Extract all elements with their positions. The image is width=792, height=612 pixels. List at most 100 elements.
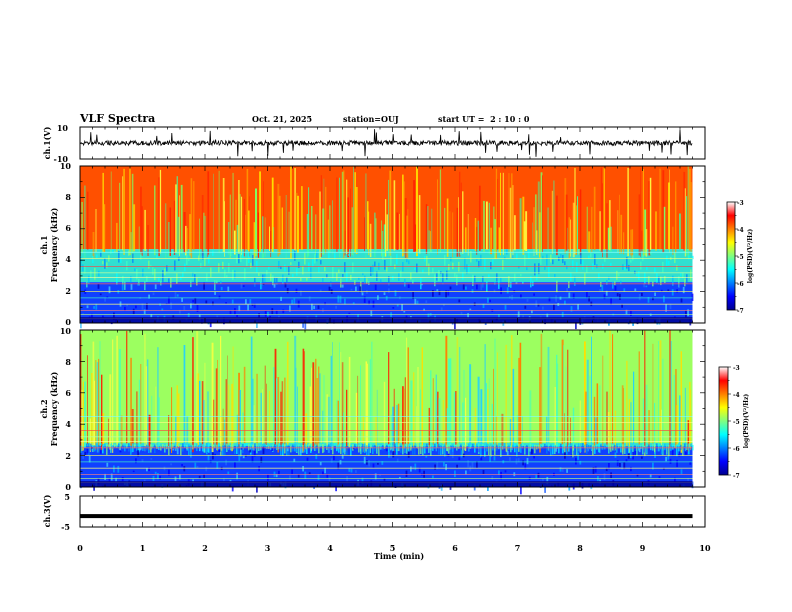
spec2-streak: [315, 358, 317, 445]
spec1-streak: [189, 214, 192, 256]
spec2-mid-texture: [214, 445, 216, 449]
spec2-streak: [494, 338, 496, 452]
spec2-streak: [297, 386, 298, 444]
spec1-low-texture: [449, 286, 452, 290]
spec1-mid-texture: [290, 262, 292, 265]
spec1-streak: [277, 183, 280, 257]
spec1-mid-texture: [132, 253, 134, 263]
spec1-mid-texture: [182, 271, 184, 277]
spec2-mid-texture: [488, 446, 490, 455]
spec2-mid-texture: [532, 444, 534, 450]
spec2-mid-texture: [516, 444, 518, 457]
spec2-low-texture: [544, 486, 546, 493]
spec2-low-texture: [110, 473, 113, 481]
spec2-low-texture: [366, 460, 368, 465]
spec2-low-texture: [484, 448, 487, 452]
spec2-mid-texture: [422, 445, 424, 456]
spec1-streak: [672, 226, 674, 255]
spec1-low-texture: [245, 299, 247, 305]
spec1-streak: [606, 203, 608, 258]
spec1-streak: [239, 194, 241, 257]
spec2-low-texture: [641, 456, 643, 459]
spec1-low-texture: [570, 306, 573, 312]
spec2-low-texture: [638, 448, 641, 453]
spec2-mid-texture: [524, 445, 526, 455]
spec1-mid-texture: [464, 257, 466, 270]
spec1-mid-texture: [692, 255, 694, 260]
spec2-mid-texture: [630, 446, 632, 458]
spec2-mid-texture: [596, 444, 598, 450]
spec2-mid-texture: [314, 445, 316, 451]
spec1-mid-texture: [112, 249, 114, 254]
spec1-mid-texture: [320, 260, 322, 265]
xtick-2: 2: [202, 543, 208, 553]
spec1-low-texture: [238, 305, 241, 312]
spec2-mid-texture: [336, 445, 338, 452]
spec2-streak: [343, 412, 344, 453]
spec1-mid-texture: [362, 272, 364, 276]
spec1-streak: [159, 169, 162, 254]
spec1-mid-texture: [672, 275, 674, 286]
ch1-cb-tick-m7: -7: [737, 308, 744, 315]
spec1-mid-texture: [230, 251, 232, 256]
ch1-frequency-ylabel: Frequency (kHz): [49, 207, 59, 282]
spec2-streak: [453, 392, 456, 447]
spec1-streak: [336, 177, 338, 252]
spec1-streak: [207, 171, 210, 257]
ch1-waveform-panel: 10 -10 ch.1(V): [42, 123, 706, 164]
spec2-mid-texture: [666, 445, 668, 455]
spec2-streak: [346, 389, 348, 451]
spec2-mid-texture: [392, 443, 394, 446]
spec1-streak: [428, 230, 430, 256]
spec2-low-texture: [487, 485, 489, 491]
spec1-mid-texture: [488, 274, 490, 278]
spec2-mid-texture: [690, 443, 692, 447]
spec2-mid-texture: [526, 445, 528, 448]
spec1-low-texture: [423, 308, 425, 311]
spec1-low-texture: [638, 294, 641, 301]
spec1-low-texture: [432, 290, 434, 297]
spec2-streak: [680, 351, 682, 453]
spec2-low-texture: [447, 453, 450, 457]
spec1-mid-texture: [258, 273, 260, 276]
spec1-streak: [644, 209, 647, 256]
spec2-streak: [145, 366, 148, 448]
spec1-streak: [357, 225, 358, 254]
spec1-streak: [295, 192, 298, 250]
spec2-streak: [654, 403, 656, 453]
spec1-streak: [264, 217, 266, 257]
spec1-low-texture: [407, 283, 410, 288]
spec2-low-texture: [504, 470, 507, 473]
spec2-streak: [176, 385, 178, 446]
spec1-streak: [662, 170, 665, 253]
spec1-low-texture: [275, 310, 278, 315]
spec2-streak: [383, 381, 386, 449]
figure-title: VLF Spectra: [79, 112, 155, 125]
spec1-mid-texture: [504, 256, 506, 260]
spec1-mid-texture: [250, 262, 252, 269]
spec2-low-texture: [533, 455, 535, 459]
spec1-mid-texture: [154, 268, 156, 280]
spec2-low-texture: [649, 474, 652, 478]
spec1-mid-texture: [386, 266, 388, 272]
spec2-mid-texture: [530, 443, 532, 450]
spec1-streak: [593, 186, 596, 251]
spec1-mid-texture: [640, 261, 642, 270]
spec2-mid-texture: [364, 444, 366, 454]
spec2-mid-texture: [122, 444, 124, 450]
spec1-low-texture: [605, 290, 608, 296]
spec1-mid-texture: [294, 250, 296, 261]
spec1-low-texture: [196, 305, 199, 312]
spec1-streak: [418, 195, 421, 254]
spec2-streak: [269, 391, 270, 444]
spec2-mid-texture: [328, 444, 330, 447]
spec1-mid-texture: [552, 259, 554, 265]
spec2-low-texture: [295, 448, 298, 452]
spec2-mid-texture: [668, 445, 670, 457]
spec2-streak: [319, 373, 321, 447]
spec2-mid-texture: [626, 445, 628, 456]
spec2-low-texture: [687, 478, 689, 481]
spec2-mid-texture: [406, 443, 408, 454]
spec2-low-texture: [319, 461, 322, 466]
spec1-mid-texture: [88, 275, 90, 284]
